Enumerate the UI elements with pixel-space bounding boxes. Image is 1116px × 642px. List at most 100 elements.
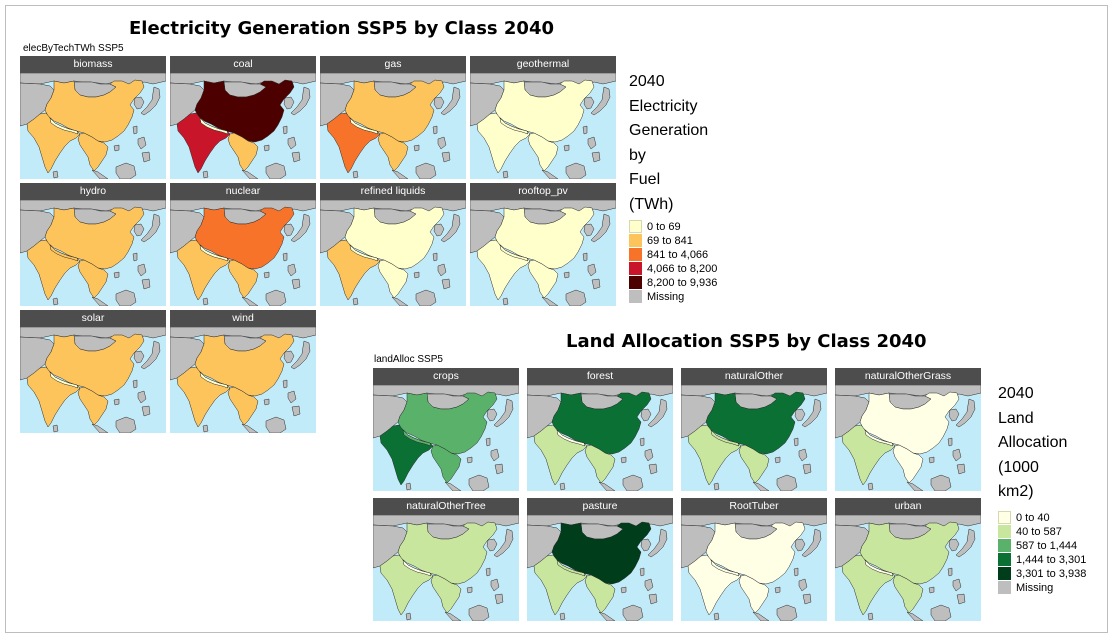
choropleth-map xyxy=(170,200,316,306)
region-seasia xyxy=(892,574,924,614)
region-korea-missing xyxy=(583,223,595,237)
legend-swatch xyxy=(629,276,642,289)
region-srilanka-missing xyxy=(52,424,59,433)
region-china xyxy=(859,391,960,455)
region-srilanka-missing xyxy=(202,170,209,179)
region-phil2-missing xyxy=(802,463,812,475)
region-hainan-missing xyxy=(774,586,781,594)
region-korea-missing xyxy=(133,96,145,110)
region-nepal xyxy=(556,429,586,447)
region-japan-missing xyxy=(290,86,311,116)
region-hainan-missing xyxy=(263,144,270,152)
region-phil2-missing xyxy=(141,151,151,163)
region-borneo-missing xyxy=(115,289,137,306)
choropleth-map xyxy=(20,200,166,306)
region-seasia xyxy=(584,444,616,484)
elec-panel-geothermal: geothermal xyxy=(470,56,616,179)
region-korea-missing xyxy=(640,538,652,552)
region-srilanka-missing xyxy=(559,482,566,491)
figure-frame xyxy=(5,5,1108,633)
elec-legend-item: 8,200 to 9,936 xyxy=(629,276,717,290)
panel-strip-label: RootTuber xyxy=(681,498,827,515)
region-taiwan-missing xyxy=(132,125,138,135)
region-phil1-missing xyxy=(287,263,297,277)
region-phil1-missing xyxy=(137,390,147,404)
region-korea-missing xyxy=(283,223,295,237)
panel-strip-label: wind xyxy=(170,310,316,327)
land-panel-crops: crops xyxy=(373,368,519,491)
elec-panel-hydro: hydro xyxy=(20,183,166,306)
panel-strip-label: pasture xyxy=(527,498,673,515)
region-japan-missing xyxy=(590,213,611,243)
region-nepal xyxy=(199,117,229,135)
choropleth-map xyxy=(170,73,316,179)
legend-swatch xyxy=(998,511,1011,524)
elec-panel-gas: gas xyxy=(320,56,466,179)
region-taiwan-missing xyxy=(793,437,799,447)
region-phil2-missing xyxy=(494,593,504,605)
region-borneo-missing xyxy=(415,162,437,179)
region-phil1-missing xyxy=(287,390,297,404)
region-srilanka-missing xyxy=(405,612,412,621)
elec-panel-refined-liquids: refined liquids xyxy=(320,183,466,306)
elec-figure-title: Electricity Generation SSP5 by Class 204… xyxy=(129,18,554,39)
region-sumatra-missing xyxy=(241,423,259,433)
region-hainan-missing xyxy=(113,271,120,279)
region-hainan-missing xyxy=(113,398,120,406)
land-panel-pasture: pasture xyxy=(527,498,673,621)
region-japan-missing xyxy=(290,340,311,370)
region-japan-missing xyxy=(493,528,514,558)
region-phil2-missing xyxy=(494,463,504,475)
region-taiwan-missing xyxy=(639,437,645,447)
region-japan-missing xyxy=(955,528,976,558)
region-hainan-missing xyxy=(620,456,627,464)
legend-label: Missing xyxy=(647,291,685,303)
region-srilanka-missing xyxy=(352,297,359,306)
legend-swatch xyxy=(998,553,1011,566)
legend-label: Missing xyxy=(1016,582,1054,594)
region-hainan-missing xyxy=(263,271,270,279)
choropleth-map xyxy=(681,385,827,491)
region-borneo-missing xyxy=(776,474,798,491)
region-nepal xyxy=(499,244,529,262)
region-japan-missing xyxy=(440,213,461,243)
region-seasia xyxy=(584,574,616,614)
region-hainan-missing xyxy=(928,586,935,594)
panel-strip-label: geothermal xyxy=(470,56,616,73)
region-phil1-missing xyxy=(137,136,147,150)
panel-strip-label: urban xyxy=(835,498,981,515)
region-borneo-missing xyxy=(622,604,644,621)
region-phil1-missing xyxy=(587,263,597,277)
choropleth-map xyxy=(373,515,519,621)
elec-subtitle: elecByTechTWh SSP5 xyxy=(23,43,124,54)
land-legend-item: Missing xyxy=(998,581,1053,595)
region-nepal xyxy=(499,117,529,135)
region-hainan-missing xyxy=(413,271,420,279)
elec-legend-title: 2040 Electricity Generation by Fuel (TWh… xyxy=(629,73,709,213)
region-sumatra-missing xyxy=(752,481,770,491)
region-seasia xyxy=(77,386,109,426)
elec-legend-item: 4,066 to 8,200 xyxy=(629,262,717,276)
region-seasia xyxy=(377,259,409,299)
region-borneo-missing xyxy=(565,289,587,306)
region-phil1-missing xyxy=(490,448,500,462)
panel-strip-label: naturalOther xyxy=(681,368,827,385)
region-srilanka-missing xyxy=(502,297,509,306)
elec-legend-item: 69 to 841 xyxy=(629,234,693,248)
region-borneo-missing xyxy=(622,474,644,491)
region-sumatra-missing xyxy=(444,611,462,621)
region-phil1-missing xyxy=(437,136,447,150)
region-nepal xyxy=(199,371,229,389)
region-seasia xyxy=(738,574,770,614)
elec-legend-item: 841 to 4,066 xyxy=(629,248,708,262)
region-sumatra-missing xyxy=(391,296,409,306)
region-hainan-missing xyxy=(466,586,473,594)
region-taiwan-missing xyxy=(485,567,491,577)
region-japan-missing xyxy=(440,86,461,116)
region-srilanka-missing xyxy=(867,482,874,491)
land-panel-naturalothergrass: naturalOtherGrass xyxy=(835,368,981,491)
elec-legend-item: 0 to 69 xyxy=(629,220,681,234)
region-borneo-missing xyxy=(776,604,798,621)
region-taiwan-missing xyxy=(582,252,588,262)
elec-panel-solar: solar xyxy=(20,310,166,433)
